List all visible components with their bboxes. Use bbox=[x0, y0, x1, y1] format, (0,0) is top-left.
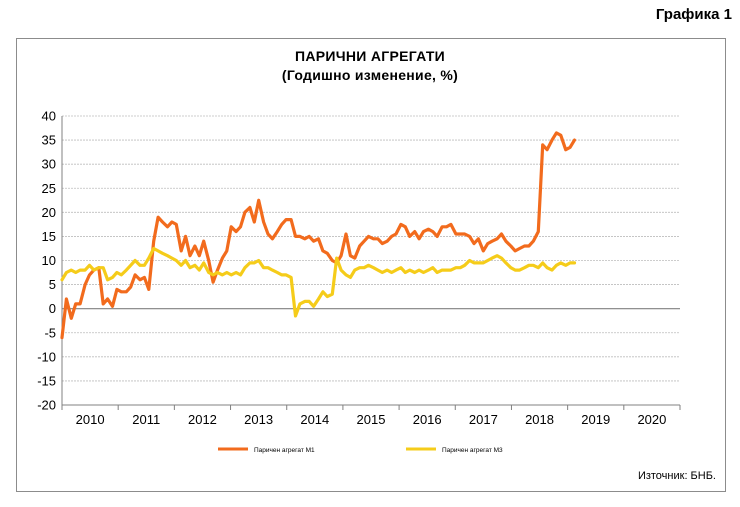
y-tick-label: 0 bbox=[49, 301, 56, 316]
y-tick-label: 25 bbox=[42, 181, 56, 196]
x-tick-label: 2016 bbox=[413, 412, 442, 427]
source-note: Източник: БНБ. bbox=[637, 470, 716, 482]
y-tick-label: 15 bbox=[42, 229, 56, 244]
x-tick-label: 2012 bbox=[188, 412, 217, 427]
x-tick-label: 2017 bbox=[469, 412, 498, 427]
chart-title: ПАРИЧНИ АГРЕГАТИ bbox=[294, 48, 446, 64]
y-tick-label: -5 bbox=[44, 325, 56, 340]
y-tick-label: -15 bbox=[37, 373, 56, 388]
y-tick-label: -20 bbox=[37, 398, 56, 413]
y-tick-label: 40 bbox=[42, 109, 56, 124]
x-tick-label: 2019 bbox=[581, 412, 610, 427]
legend-label: Паричен агрегат М1 bbox=[254, 447, 315, 454]
legend-label: Паричен агрегат М3 bbox=[442, 447, 503, 454]
x-tick-label: 2015 bbox=[357, 412, 386, 427]
y-tick-label: -10 bbox=[37, 349, 56, 364]
chart-frame bbox=[16, 38, 726, 492]
x-tick-label: 2013 bbox=[244, 412, 273, 427]
x-tick-label: 2018 bbox=[525, 412, 554, 427]
x-tick-label: 2010 bbox=[76, 412, 105, 427]
chart-subtitle: (Годишно изменение, %) bbox=[281, 67, 459, 83]
y-tick-label: 30 bbox=[42, 157, 56, 172]
x-tick-label: 2011 bbox=[132, 412, 160, 427]
figure-label: Графика 1 bbox=[655, 6, 732, 23]
y-tick-label: 5 bbox=[49, 277, 56, 292]
y-tick-label: 10 bbox=[42, 253, 56, 268]
x-tick-label: 2020 bbox=[637, 412, 666, 427]
y-tick-label: 35 bbox=[42, 133, 56, 148]
series-line-m3 bbox=[60, 246, 577, 318]
y-tick-label: 20 bbox=[42, 205, 56, 220]
x-tick-label: 2014 bbox=[300, 412, 329, 427]
series-line-m1 bbox=[60, 131, 577, 340]
